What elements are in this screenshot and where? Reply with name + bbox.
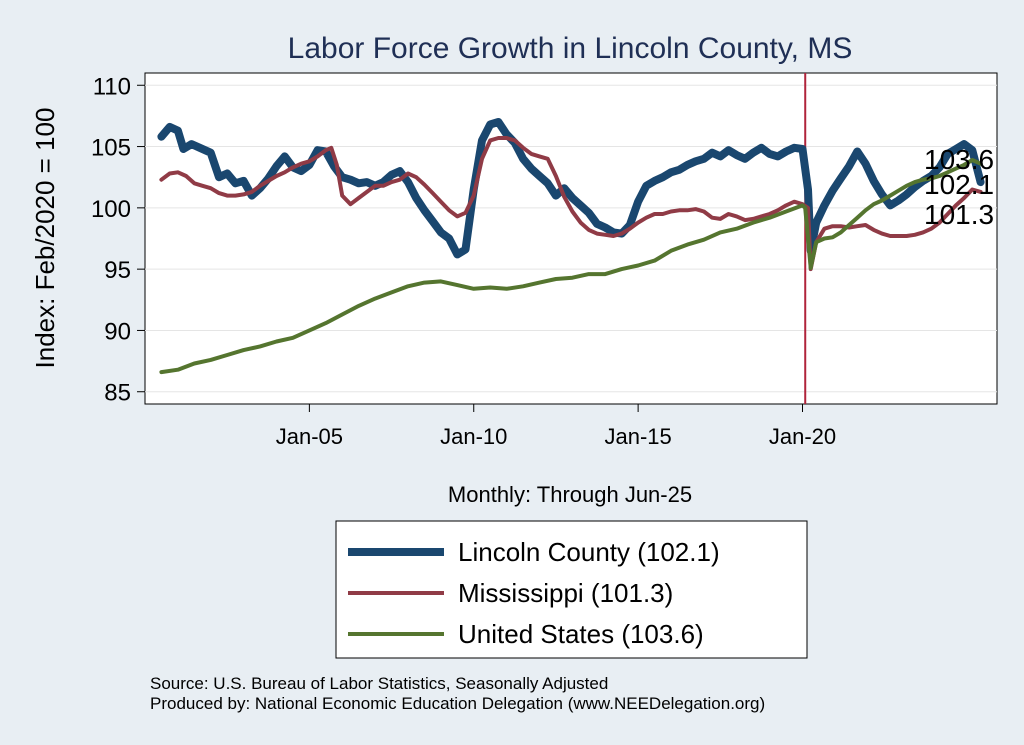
- y-tick-label: 100: [91, 196, 131, 223]
- x-axis: Jan-05 Jan-10 Jan-15 Jan-20: [276, 404, 836, 449]
- source-line-1: Source: U.S. Bureau of Labor Statistics,…: [150, 674, 608, 693]
- x-tick-label: Jan-15: [604, 424, 671, 449]
- end-label: 103.6: [924, 144, 994, 175]
- legend-label: United States (103.6): [458, 619, 704, 649]
- y-axis: 85 90 95 100 105 110: [91, 73, 145, 407]
- plot-area: [144, 72, 998, 405]
- y-tick-label: 90: [104, 318, 131, 345]
- y-axis-title: Index: Feb/2020 = 100: [30, 108, 60, 369]
- legend: Lincoln County (102.1) Mississippi (101.3…: [335, 520, 808, 659]
- series-lines: [157, 118, 985, 375]
- legend-items: Lincoln County (102.1) Mississippi (101.3…: [348, 537, 720, 649]
- chart-title: Labor Force Growth in Lincoln County, MS: [288, 32, 853, 65]
- end-label: 101.3: [924, 199, 994, 230]
- series-line-1: [159, 136, 983, 272]
- y-tick-label: 95: [104, 257, 131, 284]
- legend-label: Lincoln County (102.1): [458, 537, 720, 567]
- series-line-0: [157, 118, 985, 259]
- x-tick-label: Jan-10: [440, 424, 507, 449]
- y-tick-label: 110: [93, 73, 131, 100]
- x-tick-label: Jan-20: [769, 424, 836, 449]
- x-axis-note: Monthly: Through Jun-25: [448, 482, 692, 507]
- end-label: 102.1: [924, 169, 994, 200]
- y-tick-label: 105: [91, 135, 131, 162]
- y-tick-label: 85: [104, 380, 131, 407]
- x-tick-label: Jan-05: [276, 424, 343, 449]
- source-line-2: Produced by: National Economic Education…: [150, 694, 765, 713]
- legend-label: Mississippi (101.3): [458, 578, 673, 608]
- series-line-2: [159, 158, 983, 375]
